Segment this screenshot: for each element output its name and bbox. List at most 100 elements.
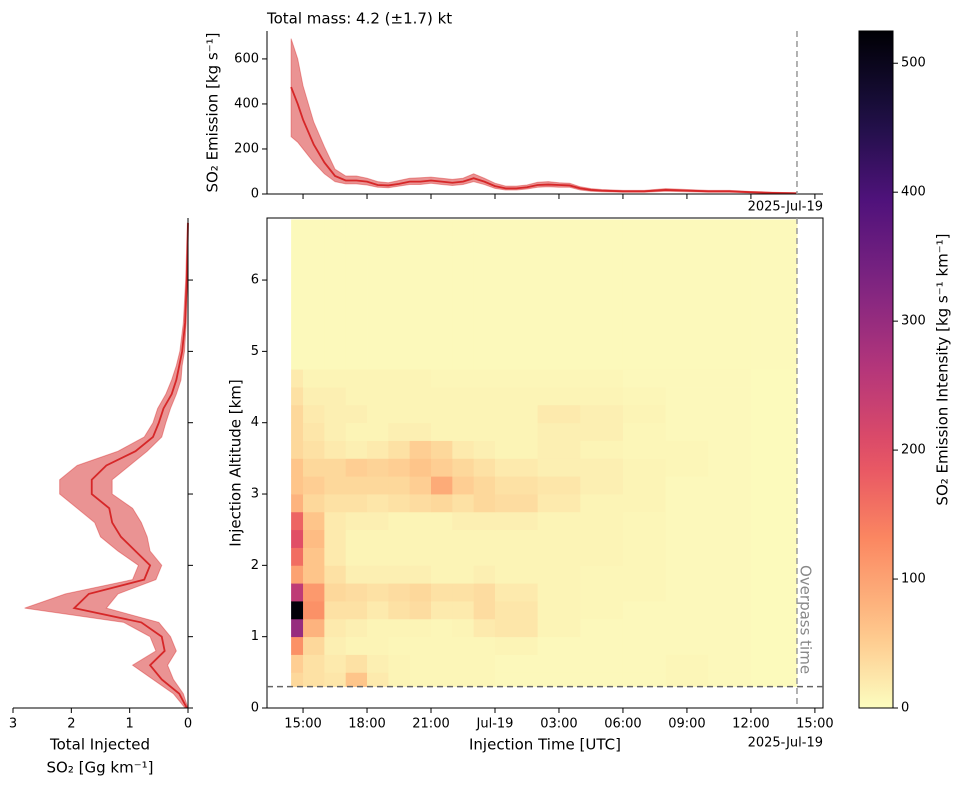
heat-cell [580, 565, 624, 584]
heat-cell [367, 601, 389, 620]
heat-cell [452, 458, 475, 477]
heat-cell [537, 494, 581, 513]
heat-cell [622, 636, 667, 655]
heat-cell [431, 404, 453, 424]
heat-cell [388, 494, 411, 513]
heat-cell [452, 387, 475, 406]
heat-cell [409, 369, 432, 388]
heat-cell [665, 583, 709, 602]
heat-cell [431, 547, 453, 566]
heat-cell [409, 601, 432, 620]
heat-cell [291, 565, 304, 584]
heat-cell [291, 636, 304, 655]
heat-cell [750, 458, 798, 477]
heat-cell [750, 404, 798, 424]
heat-cell [452, 440, 475, 459]
heat-cell [345, 387, 368, 406]
heat-cell [708, 458, 752, 477]
heat-cell [409, 440, 432, 459]
heat-cell [537, 618, 581, 638]
heat-cell [750, 476, 798, 495]
heat-cell [303, 601, 325, 620]
heat-cell [537, 601, 581, 620]
heat-cell [665, 654, 709, 673]
heat-cell [291, 511, 304, 531]
heat-cell [431, 654, 453, 673]
heat-cell [367, 565, 389, 584]
heat-cell [409, 511, 432, 531]
heat-cell [291, 618, 304, 638]
heat-cell [303, 636, 325, 655]
heat-cell [580, 440, 624, 459]
heat-cell [388, 529, 411, 548]
colorbar-tick-label: 200 [901, 443, 926, 458]
heat-cell [622, 387, 667, 406]
heat-cell [388, 636, 411, 655]
heat-cell [494, 494, 539, 513]
overpass-label: Overpass time [796, 565, 814, 674]
heat-cell [324, 618, 347, 638]
heat-cell [622, 404, 667, 424]
heat-cell [409, 583, 432, 602]
heat-cell [708, 636, 752, 655]
heat-cell [473, 547, 496, 566]
plot-frame [266, 217, 824, 709]
y-tick-label: 1 [251, 629, 259, 644]
x-axis-label: SO₂ [Gg km⁻¹] [47, 759, 154, 777]
heat-cell [708, 672, 752, 688]
heat-cell [494, 672, 539, 688]
heat-cell [303, 458, 325, 477]
heat-cell [580, 458, 624, 477]
heat-cell [345, 494, 368, 513]
heat-cell [750, 422, 798, 441]
heat-cell [494, 404, 539, 424]
heat-cell [409, 565, 432, 584]
heat-cell [388, 565, 411, 584]
heat-cell [367, 440, 389, 459]
heat-cell [473, 511, 496, 531]
y-tick-label: 600 [234, 51, 259, 66]
heat-cell [431, 565, 453, 584]
heat-cell [431, 476, 453, 495]
heat-cell [452, 511, 475, 531]
x-tick-label: 06:00 [604, 717, 641, 732]
heat-cell [537, 529, 581, 548]
y-tick-label: 200 [234, 141, 259, 156]
heat-cell [580, 618, 624, 638]
heat-cell [452, 636, 475, 655]
heat-cell [291, 672, 304, 688]
heat-cell [324, 565, 347, 584]
heat-cell [367, 422, 389, 441]
heat-cell [622, 422, 667, 441]
heat-cell [324, 387, 347, 406]
heat-cell [303, 654, 325, 673]
heat-cell [494, 387, 539, 406]
heat-cell [473, 601, 496, 620]
heat-cell [431, 458, 453, 477]
heat-cell [367, 404, 389, 424]
heat-cell [409, 494, 432, 513]
heat-cell [452, 476, 475, 495]
heat-cell [750, 511, 798, 531]
heat-cell [345, 547, 368, 566]
heat-cell [345, 636, 368, 655]
heat-cell [388, 422, 411, 441]
heat-cell [324, 547, 347, 566]
colorbar-tick-label: 300 [901, 314, 926, 329]
heat-cell [345, 404, 368, 424]
heat-cell [665, 636, 709, 655]
heat-cell [345, 458, 368, 477]
heat-cell [367, 583, 389, 602]
heat-cell [708, 618, 752, 638]
x-tick-label: 2 [67, 717, 75, 732]
heat-cell [324, 422, 347, 441]
heat-cell [367, 636, 389, 655]
heat-cell [537, 672, 581, 688]
heat-cell [345, 476, 368, 495]
heat-cell [303, 476, 325, 495]
heat-cell [537, 583, 581, 602]
heat-cell [537, 636, 581, 655]
heat-cell [431, 672, 453, 688]
heat-cell [345, 529, 368, 548]
heat-cell [345, 654, 368, 673]
